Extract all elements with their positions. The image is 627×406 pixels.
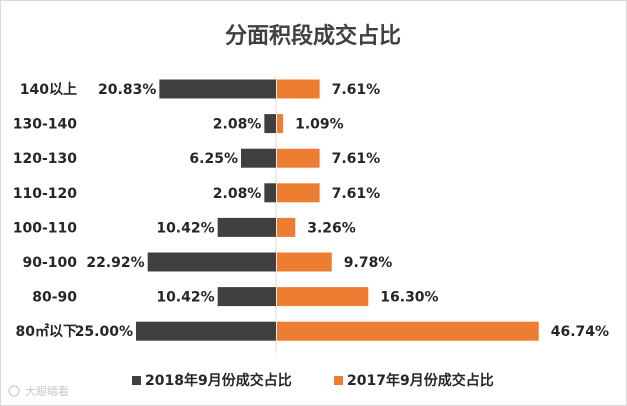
value-label-2017: 1.09% xyxy=(295,117,344,133)
bar-2018 xyxy=(217,287,276,307)
bar-2017 xyxy=(277,114,284,134)
value-label-2018: 10.42% xyxy=(156,290,214,306)
legend-label-2017: 2017年9月份成交占比 xyxy=(347,372,494,389)
value-label-2018: 6.25% xyxy=(189,151,238,167)
bar-2018 xyxy=(241,148,276,168)
bar-2018 xyxy=(264,183,276,203)
value-label-2018: 2.08% xyxy=(213,117,262,133)
bar-2017 xyxy=(277,148,320,168)
bar-2018 xyxy=(217,217,276,237)
category-label: 140以上 xyxy=(20,82,77,98)
legend-label-2018: 2018年9月份成交占比 xyxy=(145,372,292,389)
bar-2017 xyxy=(277,321,539,341)
value-label-2017: 16.30% xyxy=(380,290,438,306)
category-label: 90-100 xyxy=(22,255,77,271)
value-label-2018: 25.00% xyxy=(75,324,133,340)
legend: 2018年9月份成交占比 2017年9月份成交占比 xyxy=(132,372,494,389)
bar-2018 xyxy=(159,79,276,99)
bar-2017 xyxy=(277,252,332,272)
category-label: 80-90 xyxy=(32,290,77,306)
value-label-2018: 2.08% xyxy=(213,186,262,202)
legend-swatch-2018 xyxy=(132,376,141,385)
category-label: 80㎡以下 xyxy=(16,323,77,340)
value-label-2017: 46.74% xyxy=(551,324,609,340)
value-label-2017: 9.78% xyxy=(344,255,393,271)
category-label: 110-120 xyxy=(13,186,78,202)
legend-swatch-2017 xyxy=(334,376,343,385)
watermark-text: 大眼睛看 xyxy=(25,384,69,398)
value-label-2017: 7.61% xyxy=(332,186,381,202)
value-label-2017: 7.61% xyxy=(332,82,381,98)
value-label-2017: 3.26% xyxy=(307,220,356,236)
watermark: 大眼睛看 xyxy=(8,384,69,398)
category-label: 100-110 xyxy=(13,220,78,236)
value-label-2018: 20.83% xyxy=(98,82,156,98)
bar-2018 xyxy=(136,321,276,341)
bar-2017 xyxy=(277,79,320,99)
value-label-2017: 7.61% xyxy=(332,151,381,167)
value-label-2018: 10.42% xyxy=(156,220,214,236)
bar-2017 xyxy=(277,183,320,203)
category-label: 120-130 xyxy=(13,151,78,167)
bar-2017 xyxy=(277,287,369,307)
value-label-2018: 22.92% xyxy=(86,255,144,271)
bar-2018 xyxy=(264,114,276,134)
bars-group: 140以上 20.83% 7.61% 130-140 2.08% 1.09% 120-130… xyxy=(13,79,609,341)
bar-2018 xyxy=(147,252,276,272)
chart-title: 分面积段成交占比 xyxy=(225,23,401,49)
category-label: 130-140 xyxy=(13,117,78,133)
bar-2017 xyxy=(277,217,296,237)
watermark-eye-icon xyxy=(8,385,20,397)
